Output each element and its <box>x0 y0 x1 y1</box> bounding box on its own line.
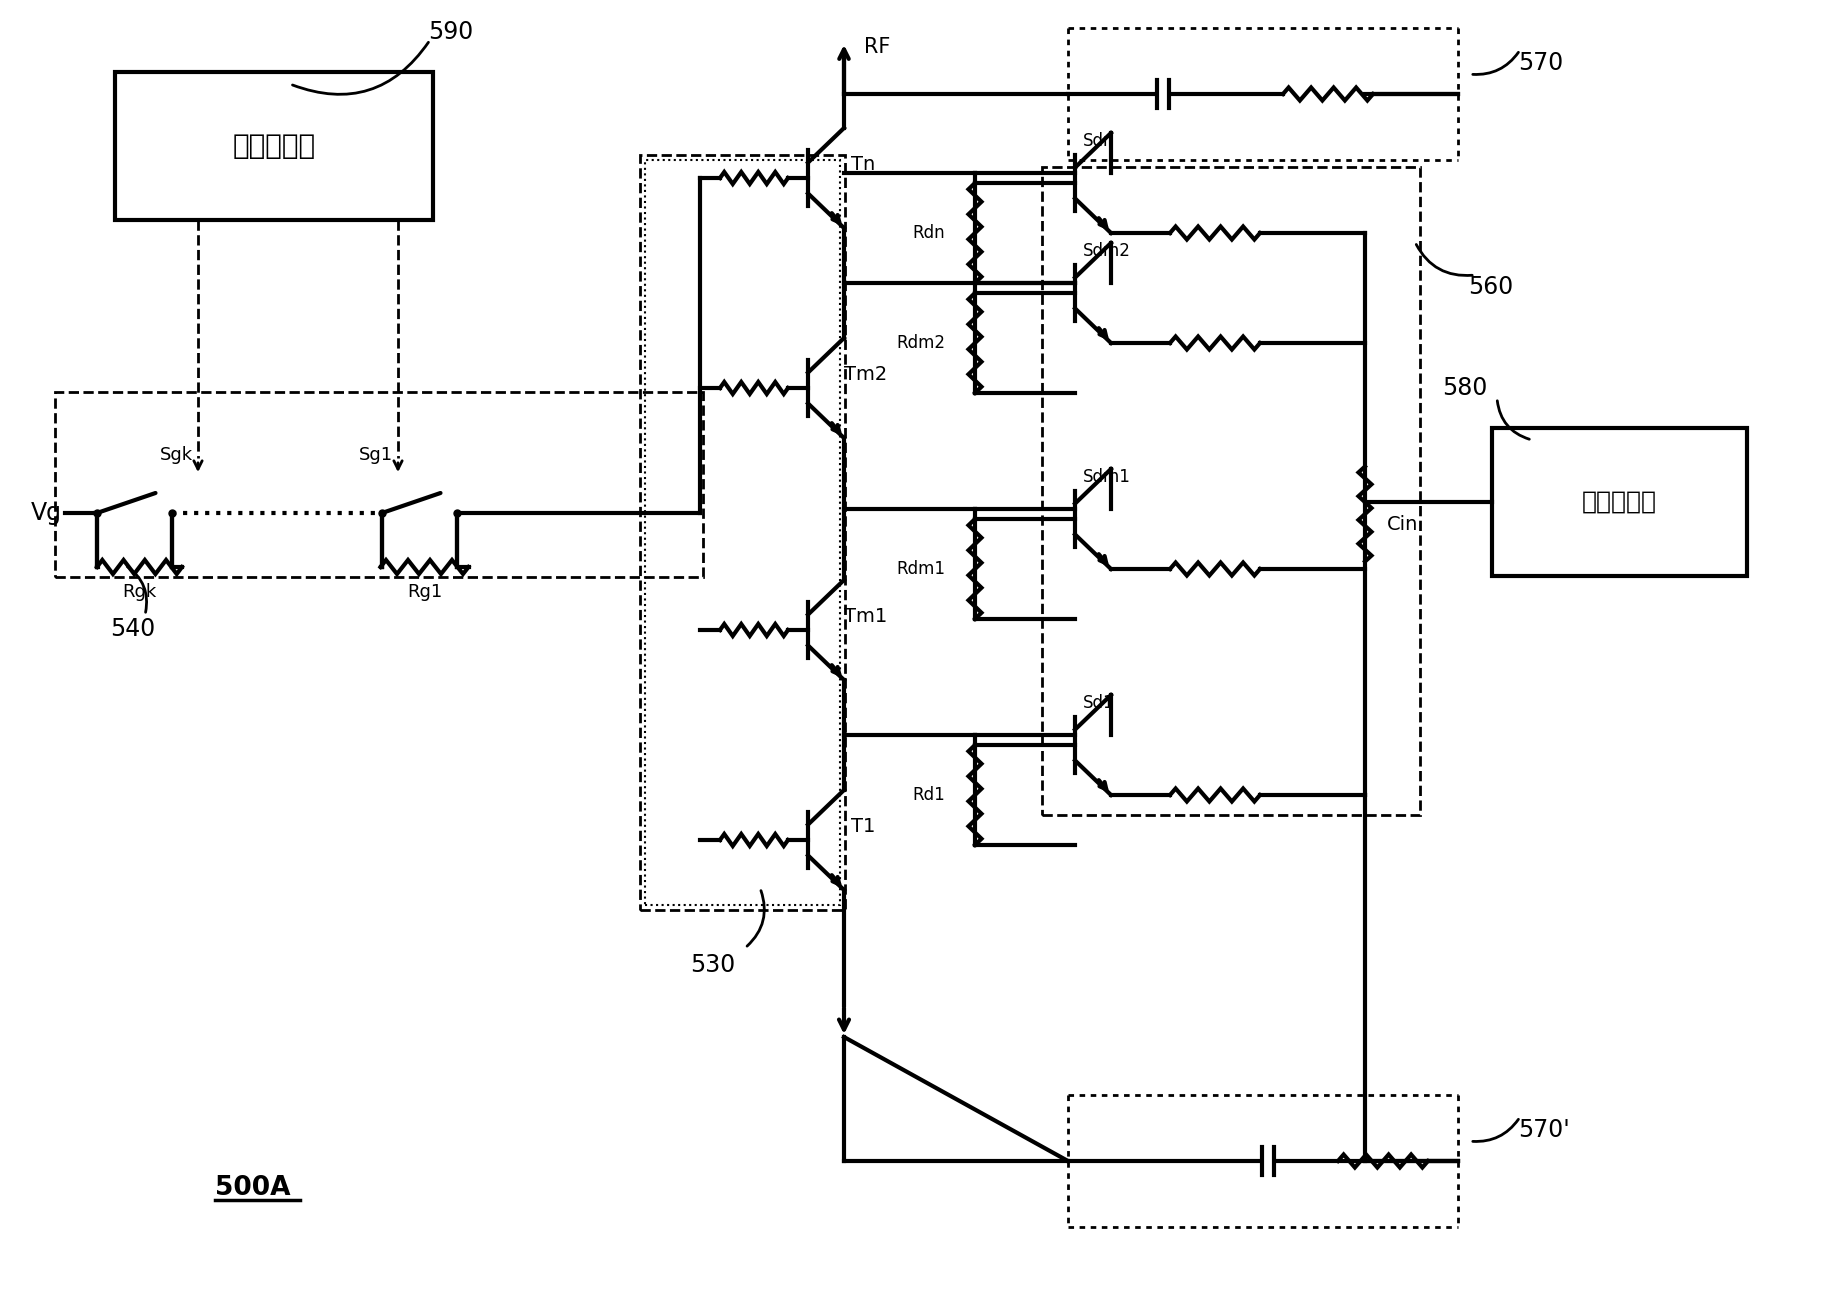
Text: T1: T1 <box>850 817 876 836</box>
Text: Sdm1: Sdm1 <box>1083 468 1130 486</box>
Text: Rd1: Rd1 <box>912 786 945 804</box>
Text: Tm2: Tm2 <box>845 365 889 383</box>
Text: Vg: Vg <box>31 501 62 525</box>
Text: 540: 540 <box>110 617 156 641</box>
Text: 开关控制块: 开关控制块 <box>1583 490 1656 513</box>
Bar <box>639 155 845 909</box>
Text: Sdn: Sdn <box>1083 132 1114 150</box>
Text: Rg1: Rg1 <box>407 583 442 601</box>
Text: 开关控制块: 开关控制块 <box>233 132 315 160</box>
Bar <box>55 392 703 577</box>
Text: 590: 590 <box>429 21 473 44</box>
Bar <box>1042 166 1420 815</box>
Text: Rdm1: Rdm1 <box>896 560 945 578</box>
Text: RF: RF <box>865 37 890 57</box>
Text: 530: 530 <box>691 953 735 977</box>
Text: Sdm2: Sdm2 <box>1083 243 1130 261</box>
Text: 560: 560 <box>1467 275 1513 299</box>
Text: 500A: 500A <box>214 1175 291 1201</box>
Text: 580: 580 <box>1442 375 1488 400</box>
Text: Tm1: Tm1 <box>845 606 889 626</box>
Text: Rdm2: Rdm2 <box>896 334 945 352</box>
Bar <box>1491 428 1748 577</box>
Text: Tn: Tn <box>850 155 876 173</box>
Text: Sgk: Sgk <box>159 446 192 464</box>
Text: Cin: Cin <box>1387 515 1418 534</box>
Bar <box>645 160 841 906</box>
Text: Rgk: Rgk <box>123 583 156 601</box>
Text: 570: 570 <box>1519 52 1563 75</box>
Text: 570': 570' <box>1519 1118 1570 1142</box>
Bar <box>115 72 432 221</box>
Text: Sd1: Sd1 <box>1083 694 1114 712</box>
Text: Sg1: Sg1 <box>359 446 394 464</box>
Text: Rdn: Rdn <box>912 224 945 243</box>
